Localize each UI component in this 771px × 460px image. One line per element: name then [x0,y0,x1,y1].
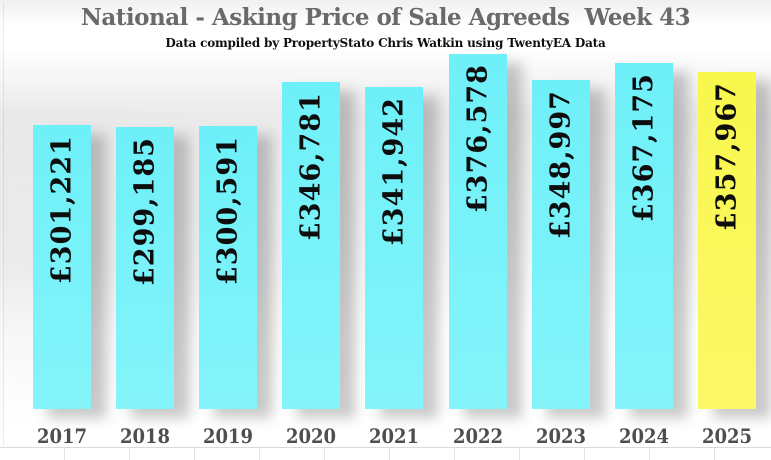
x-tick-label-2022: 2022 [452,424,504,448]
bar-2022: £376,578 [449,54,507,409]
bar-2024: £367,175 [615,63,673,409]
x-tick-label-2019: 2019 [202,424,254,448]
bar-value-label: £301,221 [46,135,78,284]
bar-value-label: £348,997 [545,90,577,239]
chart-title: National - Asking Price of Sale Agreeds … [80,4,691,31]
x-tick-label-2020: 2020 [285,424,337,448]
bar-2023: £348,997 [532,80,590,409]
chart-bottom-border [0,447,771,448]
spreadsheet-gridline-strip [0,448,771,460]
bar-value-label: £346,781 [295,92,327,241]
bar-value-label: £299,185 [129,137,161,286]
bar-2025: £357,967 [698,72,756,409]
x-tick-label-2021: 2021 [368,424,420,448]
bar-value-label: £300,591 [212,136,244,285]
x-tick-label-2023: 2023 [535,424,587,448]
bar-2019: £300,591 [199,126,257,409]
chart-subtitle: Data compiled by PropertyStato Chris Wat… [165,36,606,50]
bar-2021: £341,942 [365,87,423,409]
x-tick-label-2018: 2018 [119,424,171,448]
bar-2017: £301,221 [33,125,91,409]
bar-value-label: £376,578 [462,64,494,213]
bar-value-label: £367,175 [628,73,660,222]
x-tick-label-2017: 2017 [36,424,88,448]
bar-value-label: £341,942 [378,97,410,246]
bar-value-label: £357,967 [711,82,743,231]
x-tick-label-2025: 2025 [701,424,753,448]
bar-2018: £299,185 [116,127,174,409]
x-tick-label-2024: 2024 [618,424,670,448]
bar-2020: £346,781 [282,82,340,409]
